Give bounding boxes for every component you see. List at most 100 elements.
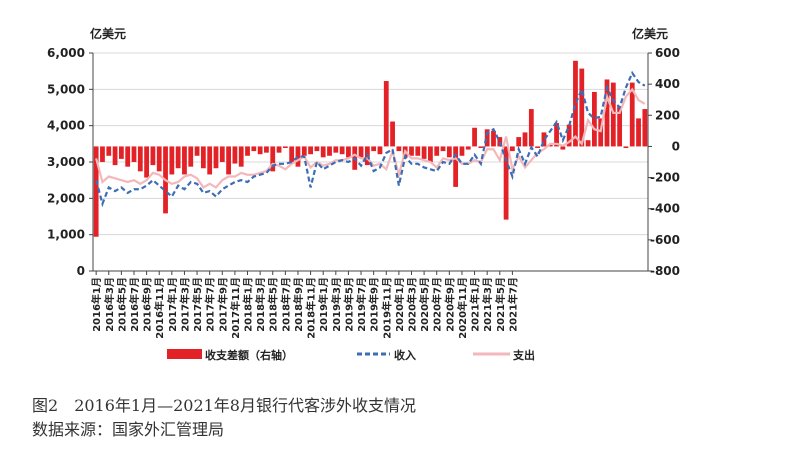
balance-bar: [169, 146, 175, 175]
balance-bar: [591, 91, 597, 147]
legend-label-balance: 收支差额（右轴）: [205, 348, 293, 362]
balance-bar: [245, 146, 250, 156]
balance-bar: [617, 105, 623, 147]
balance-bar: [200, 146, 206, 169]
right-tick-label: 0: [672, 139, 680, 153]
balance-bar: [308, 146, 313, 155]
balance-bar: [472, 127, 477, 147]
left-tick-label: 1,000: [47, 228, 85, 242]
figure-caption: 图2 2016年1月—2021年8月银行代客涉外收支情况: [32, 392, 416, 416]
balance-bar: [585, 140, 591, 147]
balance-bar: [358, 146, 364, 158]
expenditure-line: [95, 87, 646, 189]
balance-bar: [131, 146, 137, 162]
x-tick-label: 2017年1月: [166, 277, 179, 332]
balance-bar: [232, 146, 238, 164]
balance-bar: [333, 146, 339, 153]
right-y-ticks: -800 -600 -400 -200 0 200 400 600: [648, 46, 680, 278]
balance-bar: [188, 146, 194, 167]
left-axis-unit: 亿美元: [90, 26, 126, 41]
x-tick-label: 2020年1月: [393, 277, 406, 332]
balance-bar: [541, 132, 547, 147]
balance-bar: [226, 146, 231, 175]
x-tick-label: 2016年9月: [141, 277, 154, 332]
balance-bar: [421, 146, 427, 159]
left-tick-label: 4,000: [47, 119, 85, 133]
balance-bar: [93, 146, 99, 237]
right-axis-unit: 亿美元: [632, 26, 668, 41]
balance-bar: [573, 60, 578, 147]
balance-bar: [314, 146, 320, 152]
balance-bar: [251, 146, 257, 152]
x-tick-label: 2019年5月: [342, 277, 355, 332]
balance-bar: [289, 146, 295, 162]
x-tick-label: 2017年11月: [229, 277, 242, 339]
balance-bar: [484, 129, 490, 147]
x-tick-label: 2020年11月: [456, 277, 469, 339]
balance-bar: [346, 146, 351, 158]
balance-bar: [642, 109, 648, 147]
right-tick-label: -200: [650, 171, 680, 185]
left-tick-label: 3,000: [47, 155, 85, 169]
right-tick-label: -800: [650, 264, 680, 278]
x-tick-label: 2020年3月: [405, 277, 418, 332]
balance-bar: [219, 146, 225, 162]
x-tick-label: 2016年3月: [103, 277, 116, 332]
x-tick-label: 2018年5月: [267, 277, 280, 332]
figure-number: 图2: [32, 396, 59, 415]
x-tick-label: 2018年7月: [279, 277, 292, 332]
balance-bar: [636, 118, 641, 147]
balance-bar: [175, 146, 181, 169]
balance-bar: [409, 146, 414, 156]
balance-bar: [118, 146, 124, 159]
balance-bar: [610, 82, 616, 147]
balance-bar: [106, 146, 112, 156]
balance-bar: [598, 118, 604, 147]
balance-bar: [213, 146, 219, 169]
balance-bar: [510, 146, 515, 152]
x-tick-label: 2017年9月: [216, 277, 229, 332]
left-tick-label: 5,000: [47, 82, 85, 96]
x-tick-label: 2021年5月: [494, 277, 507, 332]
balance-bar: [371, 146, 377, 152]
x-tick-labels: 2016年1月 2016年3月 2016年5月 2016年7月 2016年9月 2016年…: [90, 271, 519, 339]
balance-bar: [270, 146, 276, 172]
x-tick-label: 2018年11月: [305, 277, 318, 339]
balance-bar: [194, 146, 200, 156]
right-tick-label: -600: [650, 233, 680, 247]
balance-bar: [238, 146, 244, 167]
x-tick-label: 2020年7月: [431, 277, 444, 332]
balance-bar: [440, 146, 446, 152]
x-tick-label: 2021年1月: [469, 277, 482, 332]
balance-bar: [276, 146, 282, 153]
balance-bar: [301, 146, 307, 156]
right-tick-label: 200: [655, 108, 680, 122]
balance-bar: [554, 123, 559, 147]
balance-bar: [535, 146, 541, 148]
balance-bar: [566, 124, 572, 147]
x-tick-label: 2019年11月: [380, 277, 393, 339]
x-tick-label: 2016年1月: [90, 277, 103, 332]
balance-bar: [528, 109, 534, 147]
balance-bar: [390, 121, 395, 147]
balance-bar: [396, 146, 402, 152]
x-tick-label: 2020年5月: [418, 277, 431, 332]
right-tick-label: 600: [655, 46, 680, 60]
balance-bar: [623, 146, 629, 148]
legend-label-income: 收入: [394, 348, 416, 362]
balance-bar: [295, 146, 301, 167]
balance-bar: [144, 146, 150, 178]
balance-bar: [100, 146, 105, 162]
balance-bar: [547, 144, 553, 147]
balance-bar: [377, 146, 383, 155]
legend-swatch-balance: [167, 349, 202, 359]
x-tick-label: 2019年7月: [355, 277, 368, 332]
left-tick-label: 2,000: [47, 191, 85, 205]
left-y-ticks: 0 1,000 2,000 3,000 4,000 5,000 6,000: [47, 46, 93, 278]
balance-bar: [604, 79, 610, 147]
legend: 收支差额（右轴） 收入 支出: [167, 348, 535, 362]
balance-bar: [629, 82, 635, 147]
balance-bar: [560, 146, 566, 150]
balance-bar: [503, 146, 509, 220]
legend-label-expenditure: 支出: [512, 348, 535, 362]
